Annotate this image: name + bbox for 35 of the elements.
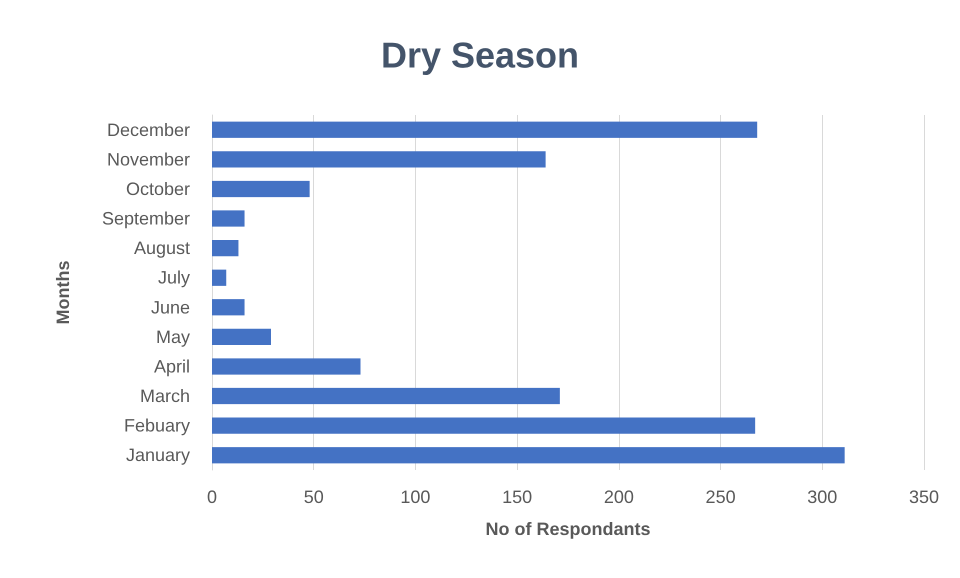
x-tick-label: 350 (908, 487, 940, 507)
bar (212, 240, 238, 256)
x-tick-label: 50 (304, 487, 324, 507)
y-tick-label: August (134, 238, 190, 258)
x-tick-label: 150 (502, 487, 532, 507)
x-tick-label: 200 (604, 487, 634, 507)
y-tick-label: November (106, 149, 190, 170)
y-tick-label: March (140, 386, 190, 406)
x-tick-label: 0 (206, 487, 218, 507)
y-tick-label: April (154, 356, 190, 376)
y-tick-label: December (106, 120, 190, 140)
chart-title: Dry Season (380, 34, 580, 76)
bar (212, 358, 361, 375)
x-axis-title: No of Respondants (486, 519, 650, 539)
y-tick-label: January (126, 445, 190, 466)
bar (212, 447, 845, 464)
x-tick-label: 100 (400, 487, 430, 507)
y-tick-label: July (158, 268, 190, 288)
y-axis-title: Months (53, 260, 73, 324)
y-tick-label: Febuary (124, 416, 190, 436)
bar (212, 328, 271, 346)
bar (212, 180, 310, 198)
bar (212, 270, 226, 286)
bar (212, 299, 245, 316)
bar (212, 151, 546, 168)
x-tick-label: 300 (807, 487, 838, 507)
bar (212, 388, 560, 404)
bar (212, 122, 758, 138)
y-tick-label: September (102, 208, 190, 229)
y-tick-label: May (156, 326, 190, 347)
bar (212, 210, 245, 227)
y-tick-label: June (150, 297, 190, 318)
x-tick-label: 250 (706, 487, 736, 507)
bar (212, 417, 756, 434)
y-tick-label: October (126, 178, 190, 199)
